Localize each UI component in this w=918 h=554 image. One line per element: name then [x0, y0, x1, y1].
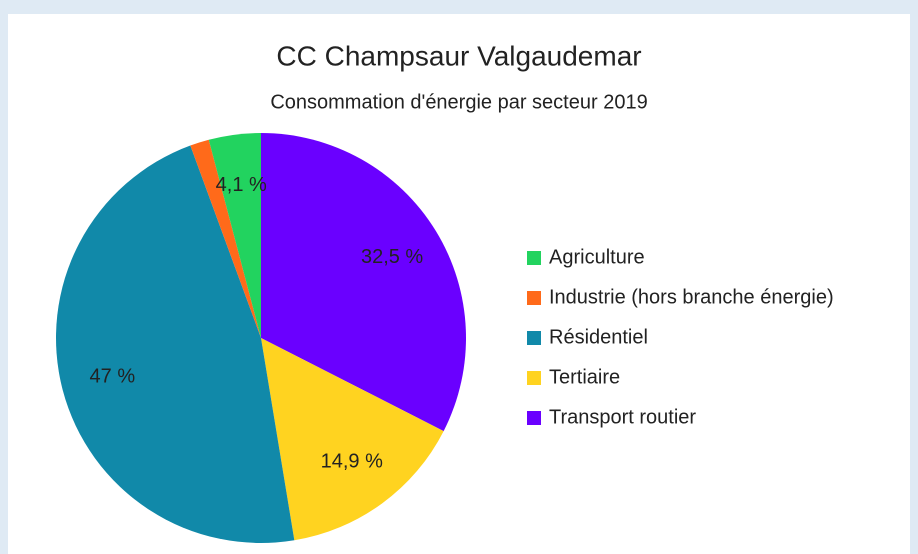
pie-slice: [190, 139, 261, 338]
pie-slice: [55, 145, 295, 544]
data-label: 14,9 %: [321, 450, 383, 472]
legend-swatch: [527, 251, 541, 265]
legend-label: Tertiaire: [549, 366, 620, 388]
pie-slice: [261, 133, 466, 432]
chart-title: CC Champsaur Valgaudemar: [276, 40, 641, 71]
data-label: 32,5 %: [361, 246, 423, 268]
pie-slice: [261, 338, 444, 541]
legend-label: Résidentiel: [549, 326, 648, 348]
legend-label: Transport routier: [549, 406, 696, 428]
pie-slice: [208, 133, 261, 338]
legend-swatch: [527, 411, 541, 425]
legend-swatch: [527, 331, 541, 345]
legend-label: Industrie (hors branche énergie): [549, 286, 834, 308]
legend-swatch: [527, 291, 541, 305]
chart-subtitle: Consommation d'énergie par secteur 2019: [270, 91, 647, 113]
legend-swatch: [527, 371, 541, 385]
legend-label: Agriculture: [549, 246, 645, 268]
data-label: 4,1 %: [216, 174, 267, 196]
data-label: 47 %: [90, 365, 136, 387]
